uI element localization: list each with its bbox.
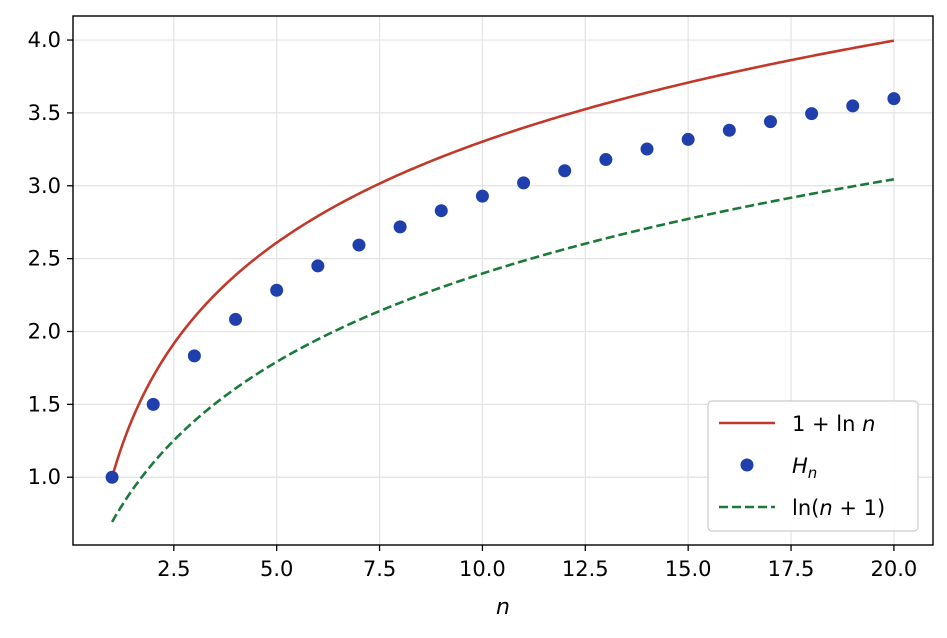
legend-label-series-2: ln(n + 1): [792, 496, 885, 520]
legend-label-series-1-part-1: n: [808, 464, 818, 482]
data-point: [105, 470, 119, 484]
legend-box: [707, 400, 919, 532]
legend-label-series-0-part-1: n: [862, 412, 875, 436]
y-tick-label: 4.0: [28, 28, 61, 52]
y-tick-label: 1.5: [28, 392, 61, 416]
x-tick-label: 10.0: [459, 557, 506, 581]
data-point: [887, 92, 901, 106]
series-line-0: [110, 39, 895, 478]
legend: 1 + ln n Hn ln(n + 1): [707, 400, 919, 532]
legend-label-series-1: Hn: [792, 454, 817, 482]
y-axis: 1.0 1.5 2.0 2.5 3.0 3.5 4.0: [28, 28, 73, 489]
data-point: [681, 132, 695, 146]
x-tick-label: 7.5: [363, 557, 396, 581]
x-tick-label: 2.5: [157, 557, 190, 581]
legend-label-series-2-part-1: n: [819, 496, 832, 520]
scatter-points: [105, 92, 901, 484]
legend-swatch-series-1: [740, 458, 754, 472]
curves: [110, 39, 895, 523]
data-point: [311, 259, 325, 273]
y-tick-label: 3.5: [28, 101, 61, 125]
x-axis-label: n: [496, 595, 510, 620]
data-point: [599, 153, 613, 167]
data-point: [229, 312, 243, 326]
legend-label-series-2-part-2: + 1): [833, 496, 886, 520]
x-tick-label: 5.0: [260, 557, 293, 581]
data-point: [393, 220, 407, 234]
y-tick-label: 2.5: [28, 247, 61, 271]
data-point: [517, 176, 531, 190]
legend-label-series-1-part-0: H: [792, 454, 808, 478]
data-point: [352, 238, 366, 252]
x-tick-label: 17.5: [768, 557, 815, 581]
x-axis: 2.5 5.0 7.5 10.0 12.5 15.0 17.5 20.0: [157, 545, 917, 581]
legend-label-series-0-part-0: 1 + ln: [792, 412, 862, 436]
legend-label-series-0: 1 + ln n: [792, 412, 875, 436]
data-point: [722, 123, 736, 137]
y-tick-label: 3.0: [28, 174, 61, 198]
series-line-2: [110, 178, 895, 523]
x-tick-label: 15.0: [665, 557, 712, 581]
data-point: [146, 397, 160, 411]
data-point: [640, 142, 654, 156]
data-point: [434, 204, 448, 218]
y-tick-label: 1.0: [28, 465, 61, 489]
legend-label-series-2-part-0: ln(: [792, 496, 819, 520]
data-point: [763, 115, 777, 129]
x-tick-label: 12.5: [562, 557, 609, 581]
y-tick-label: 2.0: [28, 320, 61, 344]
plot-frame: [72, 15, 934, 546]
x-tick-label: 20.0: [871, 557, 918, 581]
data-point: [805, 107, 819, 121]
data-point: [270, 283, 284, 297]
data-point: [558, 164, 572, 178]
data-point: [475, 189, 489, 203]
data-point: [187, 349, 201, 363]
data-point: [846, 99, 860, 113]
